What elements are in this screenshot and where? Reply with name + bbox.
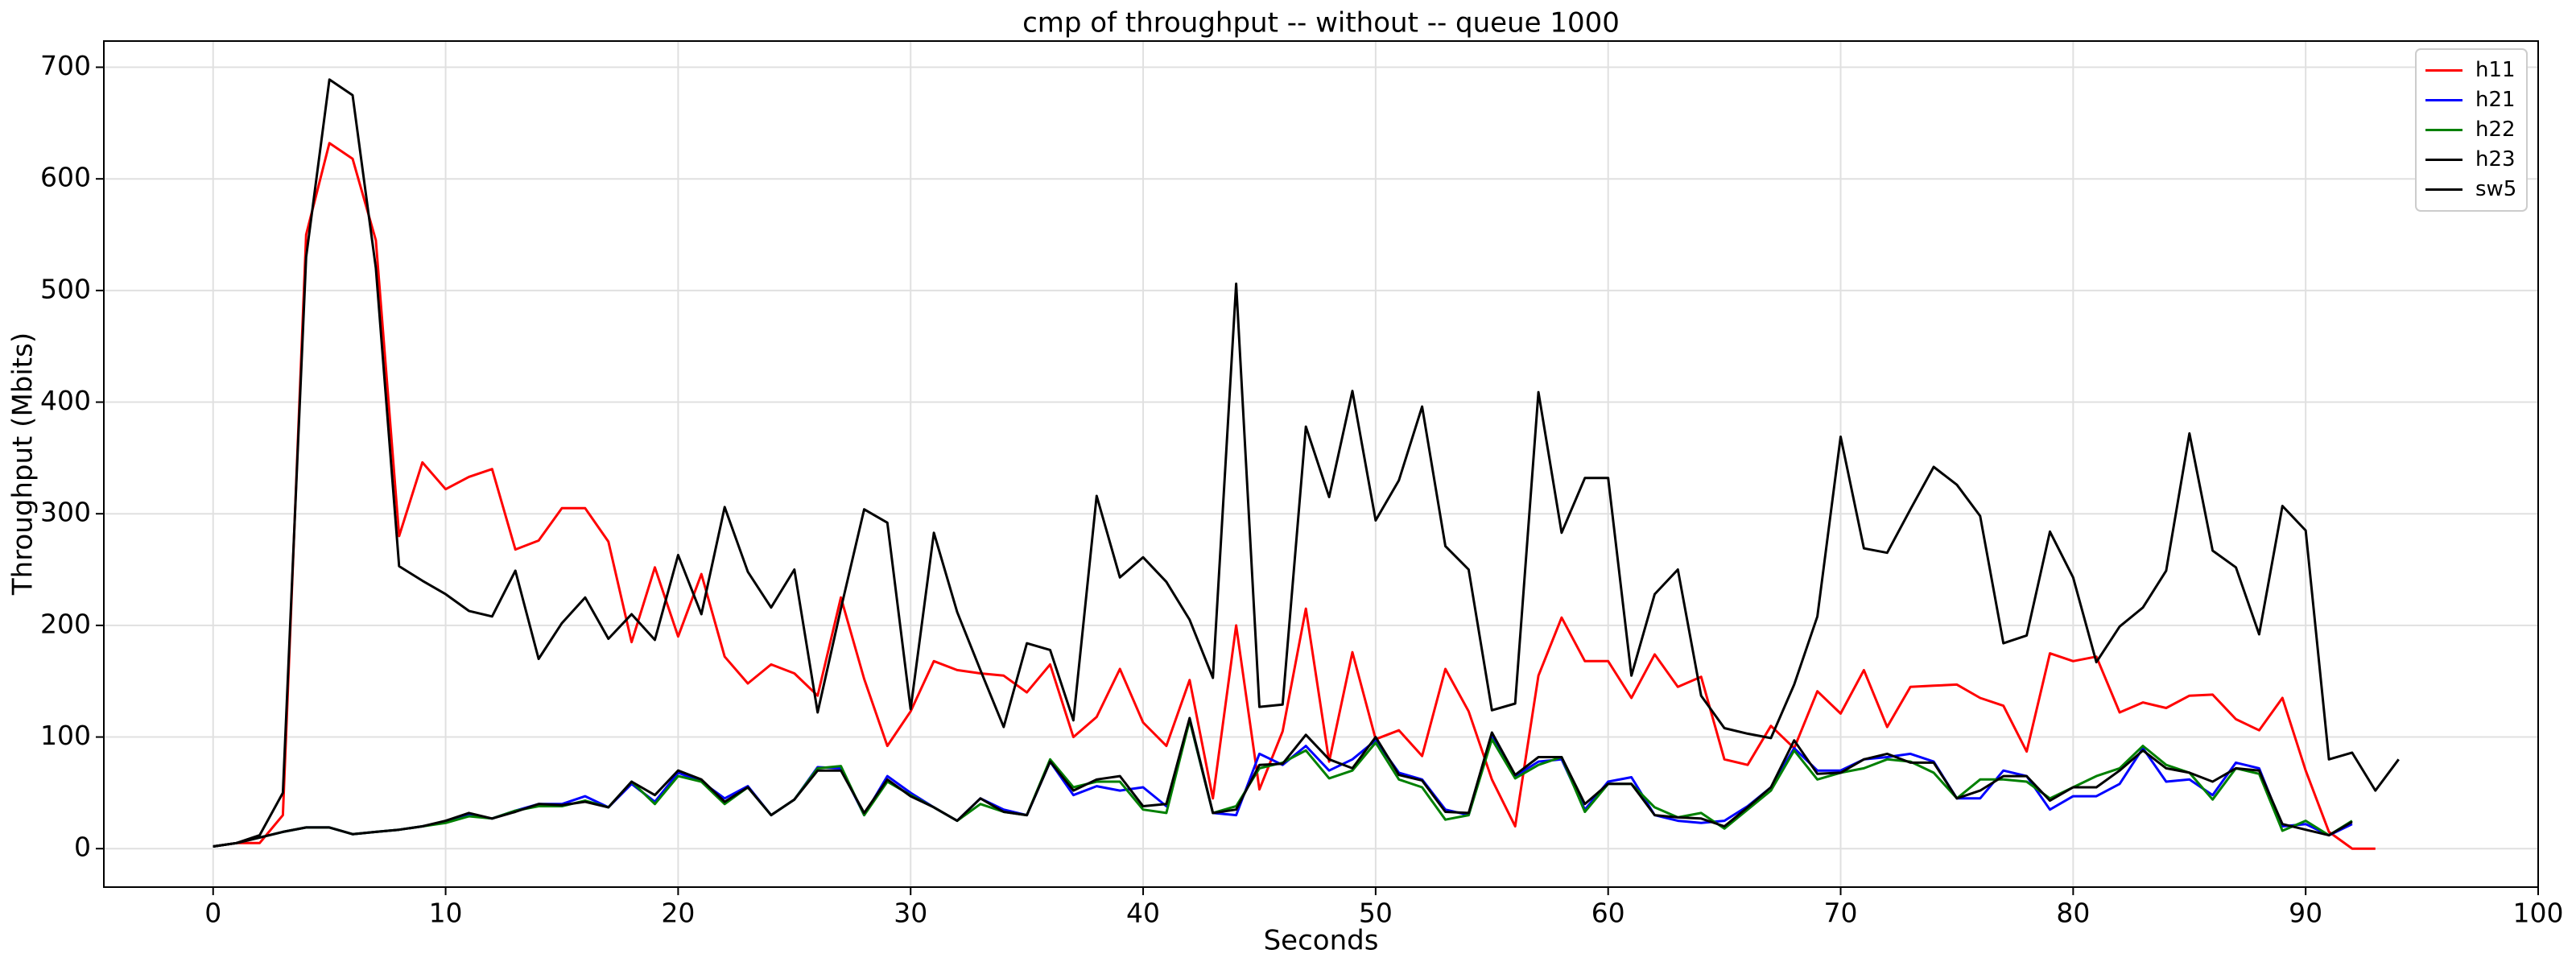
series-line (213, 716, 2353, 848)
x-tick-label: 40 (1126, 898, 1160, 929)
x-tick-label: 0 (204, 898, 221, 929)
x-axis-label: Seconds (1264, 925, 1379, 957)
y-axis-label: Throughput (Mbits) (7, 332, 39, 596)
x-tick-label: 30 (894, 898, 927, 929)
x-tick-label: 80 (2056, 898, 2090, 929)
legend-label: h11 (2475, 58, 2516, 82)
y-tick-label: 600 (40, 162, 91, 193)
series-line (213, 78, 2400, 848)
chart-title: cmp of throughput -- without -- queue 10… (1022, 7, 1620, 39)
y-tick-label: 0 (74, 832, 91, 863)
y-tick-label: 200 (40, 608, 91, 639)
y-tick-label: 700 (40, 50, 91, 81)
x-tick-label: 70 (1824, 898, 1858, 929)
y-tick-label: 300 (40, 497, 91, 528)
y-tick-label: 100 (40, 720, 91, 751)
y-tick-label: 500 (40, 273, 91, 304)
x-tick-label: 10 (429, 898, 463, 929)
series-line (213, 719, 2353, 848)
legend: h11 h21 h22 h23 sw5 (2415, 48, 2528, 212)
legend-label: sw5 (2475, 177, 2516, 201)
legend-label: h21 (2475, 88, 2516, 112)
plot-frame (103, 40, 2539, 888)
x-tick-label: 90 (2289, 898, 2322, 929)
x-tick-label: 100 (2513, 898, 2564, 929)
legend-label: h23 (2475, 147, 2516, 171)
x-tick-label: 50 (1359, 898, 1393, 929)
legend-box (2415, 48, 2528, 212)
legend-label: h22 (2475, 118, 2516, 142)
x-tick-label: 20 (661, 898, 695, 929)
series-line (213, 142, 2376, 850)
y-tick-label: 400 (40, 385, 91, 416)
x-tick-label: 60 (1591, 898, 1625, 929)
